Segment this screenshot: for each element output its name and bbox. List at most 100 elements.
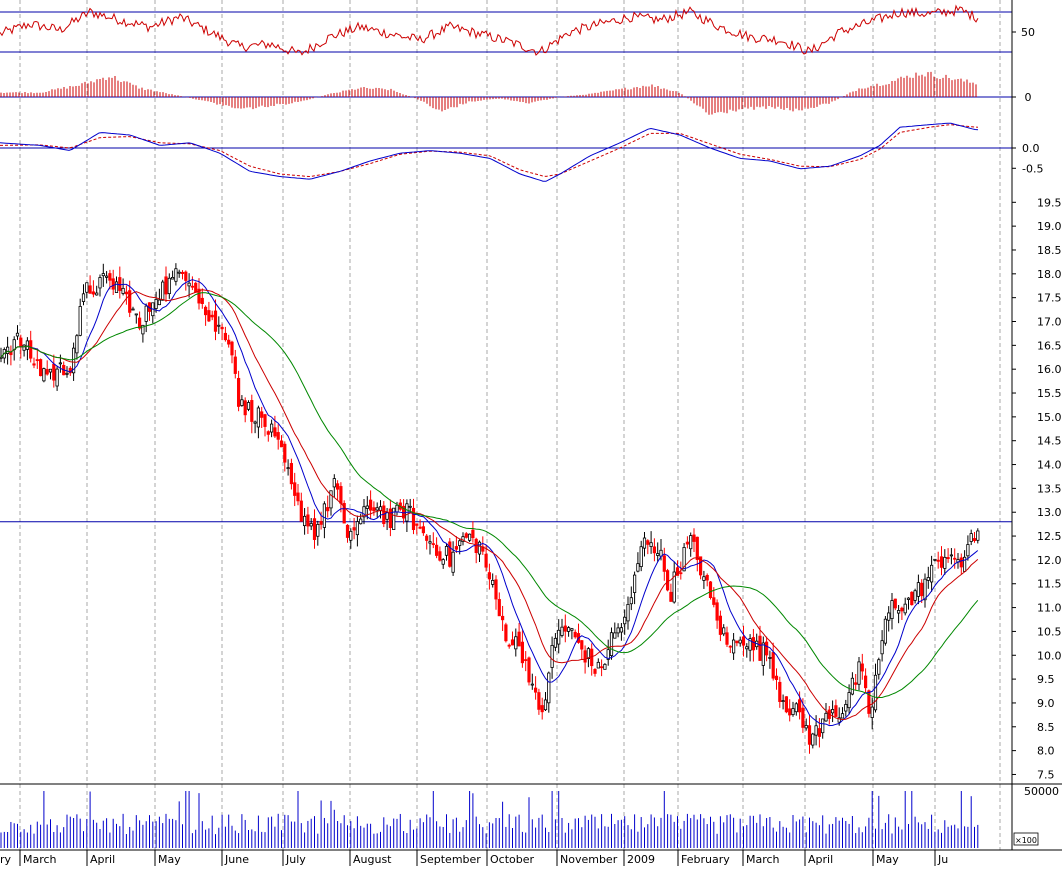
candle-body (0, 356, 3, 359)
candle-body (649, 542, 653, 547)
candle (326, 495, 330, 518)
candle (685, 536, 690, 549)
candle-body (633, 574, 637, 593)
candle (629, 586, 633, 611)
candle-body (553, 637, 558, 648)
candle (88, 275, 92, 294)
candle-body (652, 546, 657, 554)
candle-body (893, 598, 897, 609)
candle-body (837, 717, 841, 723)
candle (923, 573, 927, 608)
candle (639, 540, 643, 572)
candle-body (586, 648, 591, 659)
candle (22, 344, 26, 357)
candle (431, 532, 435, 549)
candle-body (646, 540, 650, 545)
candle-body (223, 332, 227, 341)
candle-body (428, 541, 432, 544)
price-tick-label: 11.0 (1037, 602, 1062, 615)
candle-body (497, 599, 501, 617)
candle-body (45, 369, 49, 375)
candle (672, 561, 676, 604)
candle-body (134, 313, 138, 316)
candle-body (296, 492, 300, 502)
candle (936, 551, 940, 569)
xaxis-label: May (876, 853, 899, 866)
candle (547, 671, 551, 713)
axis-labels: 50 0 0.0 -0.5 19.5 19.0 18.5 18.0 17.5 17.0 16.5 16… (0, 26, 1062, 866)
candle (174, 263, 178, 286)
candle-body (857, 661, 861, 685)
candle-body (326, 507, 330, 512)
price-tick-label: 19.0 (1037, 220, 1062, 233)
candle-body (190, 285, 194, 288)
candle (553, 633, 558, 652)
candle (342, 500, 346, 524)
candle-body (322, 503, 327, 528)
xaxis-label: Ju (937, 853, 948, 866)
macd-tick-label: -0.5 (1022, 162, 1043, 175)
candle-body (774, 675, 779, 681)
candle (563, 614, 567, 643)
candle-body (72, 347, 76, 374)
candle (401, 499, 406, 524)
candle-body (395, 504, 399, 513)
candle (220, 323, 224, 341)
candle (269, 419, 274, 438)
candle-body (108, 273, 112, 281)
candle (642, 532, 647, 557)
candle-body (359, 518, 363, 525)
candle (870, 697, 874, 730)
candle-body (510, 639, 515, 646)
candle-body (283, 443, 287, 463)
candle-body (332, 478, 336, 488)
candle-body (217, 324, 221, 327)
candle (322, 501, 327, 539)
candle-body (121, 287, 125, 294)
candle-body (748, 638, 752, 651)
candle-body (603, 663, 607, 670)
candle (464, 532, 468, 539)
moving-average-2 (0, 289, 979, 721)
candle (398, 499, 402, 511)
candle (91, 280, 95, 298)
candle-body (504, 624, 508, 642)
candle (332, 474, 336, 498)
candle (949, 548, 954, 565)
candle (824, 702, 828, 722)
price-tick-label: 13.0 (1037, 506, 1062, 519)
volume-scale-label: 50000 (1024, 785, 1059, 798)
candle (791, 701, 795, 717)
candle (745, 643, 749, 658)
candle-body (477, 541, 482, 555)
candle (418, 519, 422, 530)
candle (900, 606, 904, 620)
candle (857, 656, 861, 691)
candle (738, 636, 742, 647)
candle-body (411, 507, 416, 530)
candle-body (434, 544, 439, 556)
candle (29, 330, 33, 363)
candle-body (804, 725, 808, 729)
candle-body (840, 713, 845, 719)
candle-body (105, 275, 109, 278)
candle (593, 668, 597, 677)
candle (95, 285, 99, 296)
histogram-panel (0, 71, 1012, 115)
price-tick-label: 16.5 (1037, 339, 1062, 352)
candle (913, 588, 917, 604)
candle-body (243, 400, 247, 416)
candle (484, 545, 488, 572)
candle-body (547, 672, 551, 704)
candle (296, 484, 300, 506)
price-tick-label: 7.5 (1037, 768, 1055, 781)
candle-body (197, 288, 201, 304)
candle (359, 513, 363, 525)
candle-body (507, 644, 511, 647)
candle (821, 718, 825, 739)
candle (355, 515, 360, 547)
candle (596, 658, 600, 669)
candle (32, 357, 36, 369)
candle-body (930, 564, 934, 583)
candle-body (253, 421, 257, 424)
